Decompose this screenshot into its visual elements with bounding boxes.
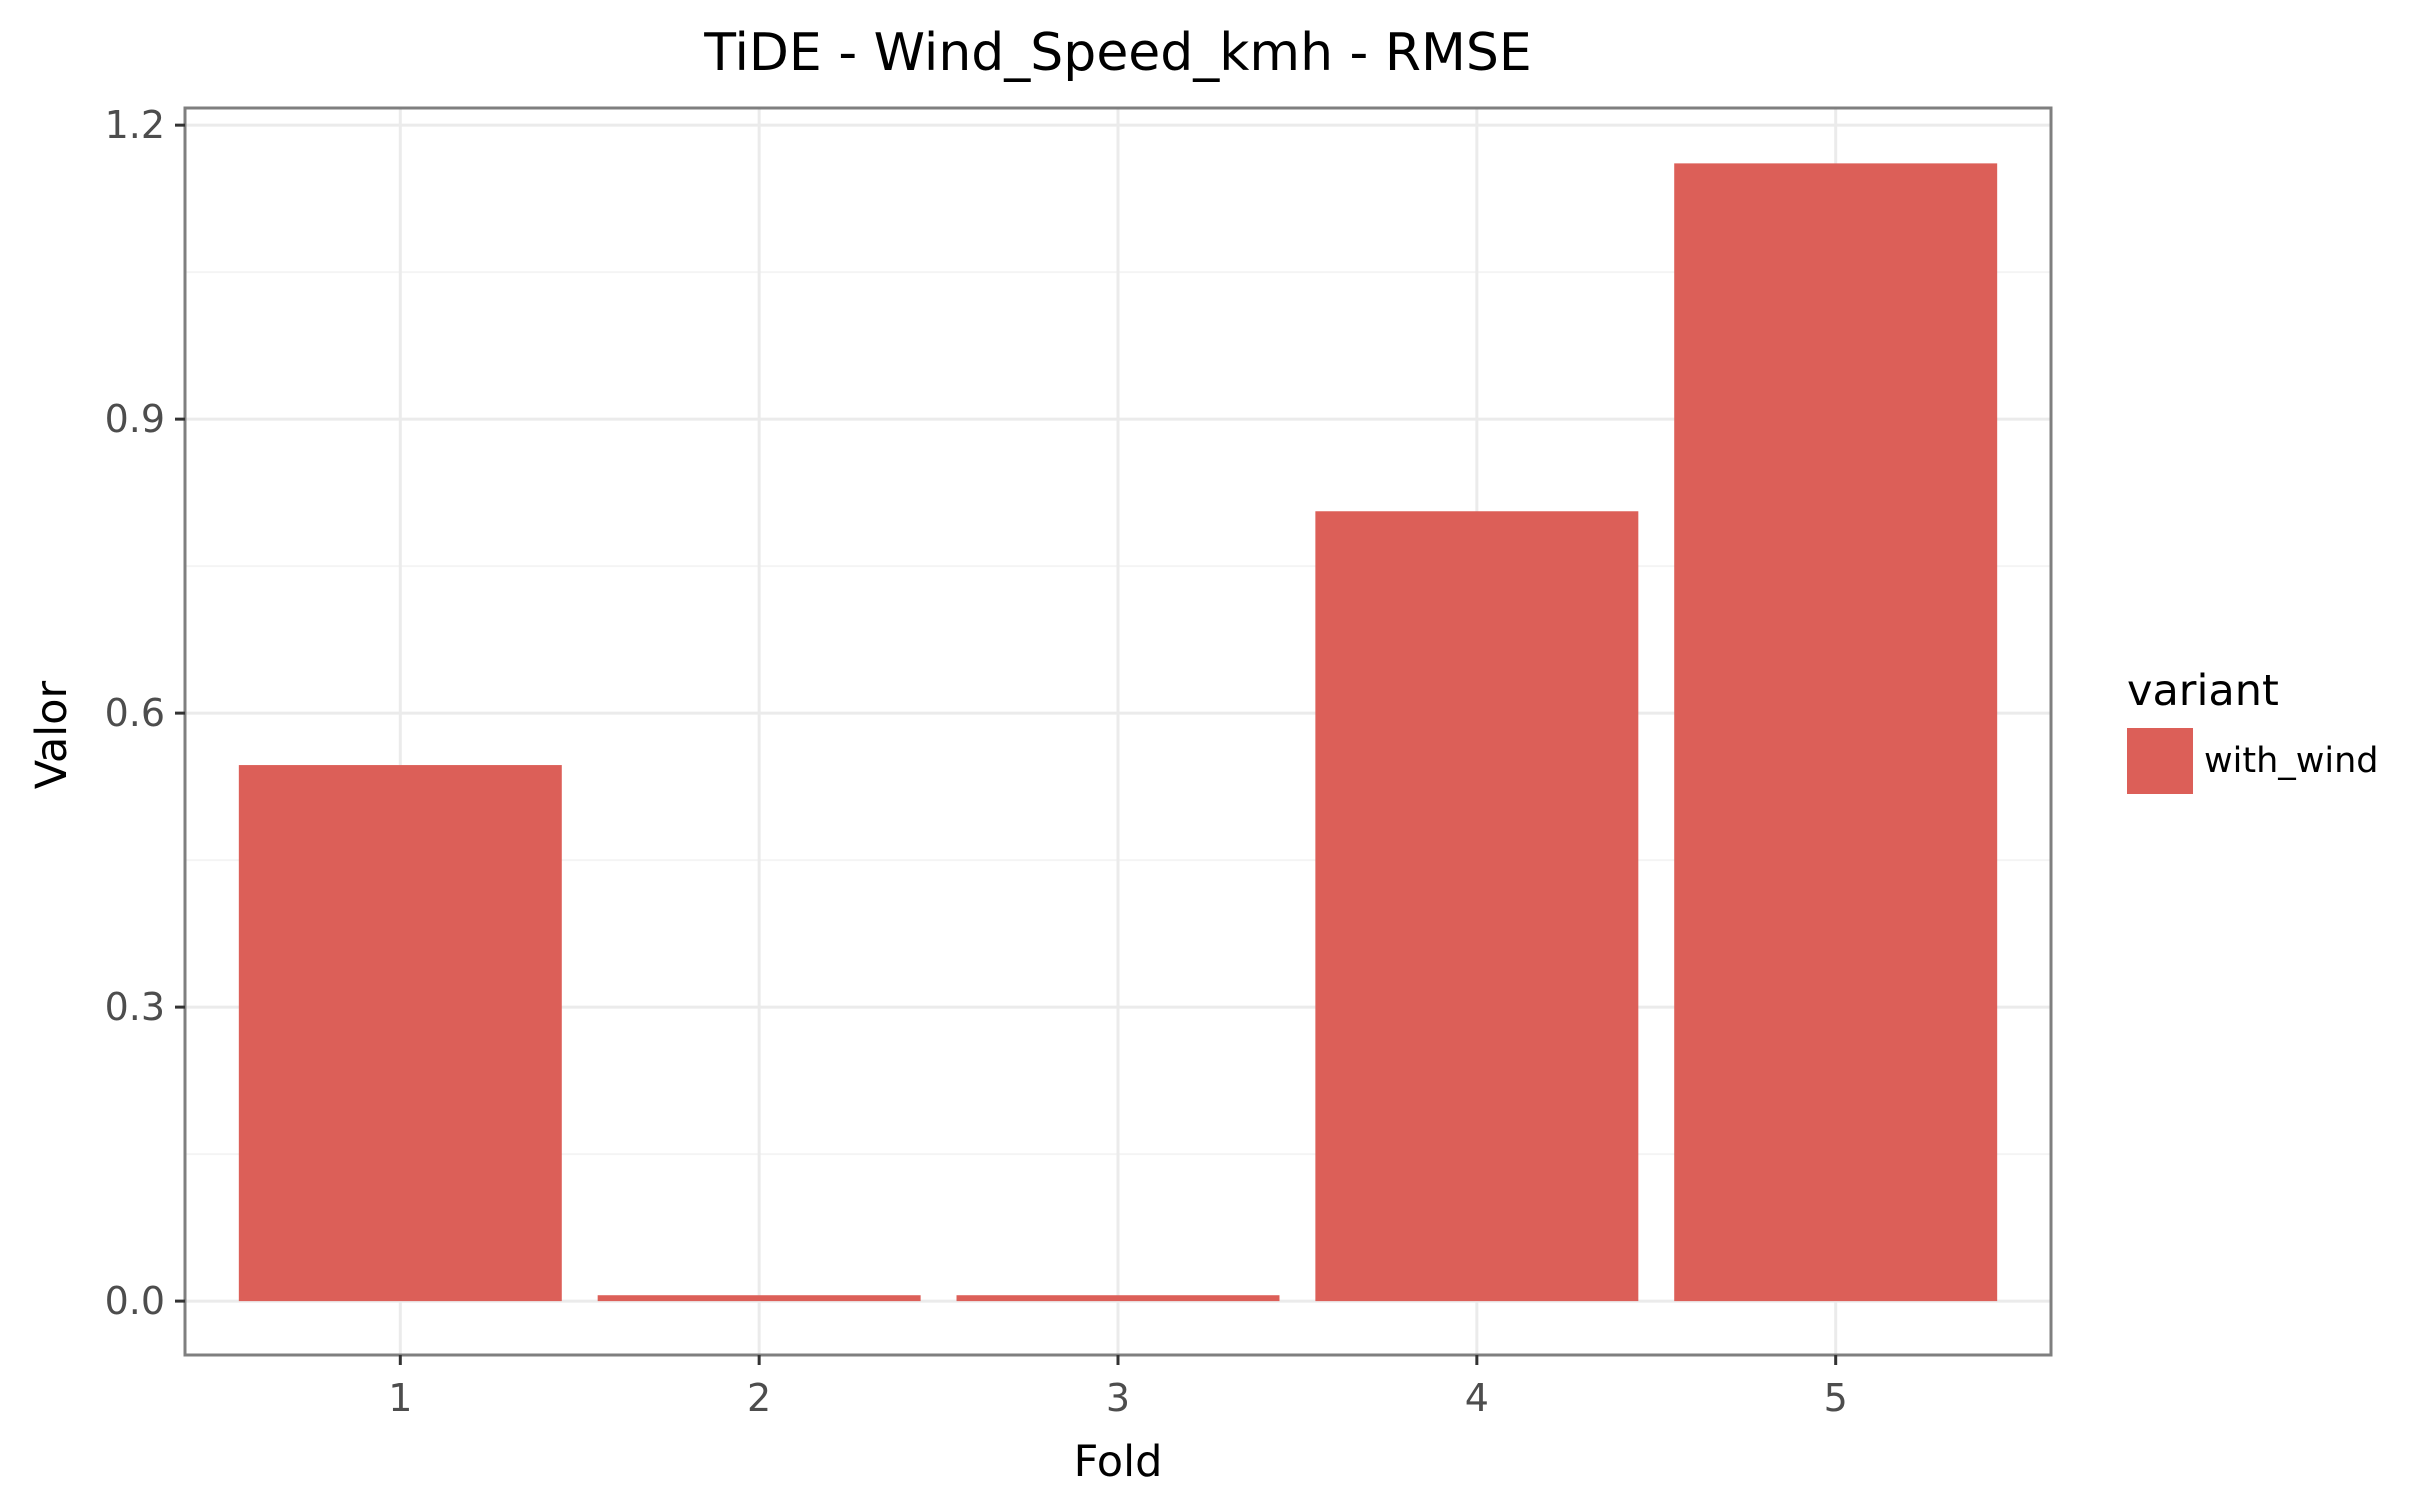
y-tick-label: 0.3: [105, 985, 165, 1029]
axis-ticks: 0.0 0.3 0.6 0.9 1.2 1 2 3 4 5: [105, 103, 1848, 1420]
legend: variant with_wind: [2127, 666, 2379, 794]
x-tick-label: 3: [1106, 1376, 1130, 1420]
y-tick-label: 0.0: [105, 1279, 165, 1323]
x-tick-label: 5: [1824, 1376, 1848, 1420]
bar: [1674, 163, 1998, 1302]
legend-label-with-wind: with_wind: [2204, 741, 2379, 781]
bar: [956, 1295, 1280, 1302]
bar: [597, 1295, 921, 1302]
legend-title: variant: [2127, 666, 2279, 716]
x-axis-title: Fold: [1074, 1437, 1163, 1487]
y-axis-title: Valor: [27, 681, 77, 790]
x-tick-label: 1: [388, 1376, 412, 1420]
x-tick-label: 4: [1465, 1376, 1489, 1420]
y-tick-label: 0.9: [105, 397, 165, 441]
chart-title: TiDE - Wind_Speed_kmh - RMSE: [703, 23, 1531, 83]
bars: [238, 163, 1998, 1302]
y-tick-label: 1.2: [105, 103, 165, 147]
x-tick-label: 2: [747, 1376, 771, 1420]
bar: [1315, 511, 1639, 1302]
bar: [238, 765, 562, 1302]
y-tick-label: 0.6: [105, 691, 165, 735]
legend-key-with-wind: [2127, 728, 2193, 794]
